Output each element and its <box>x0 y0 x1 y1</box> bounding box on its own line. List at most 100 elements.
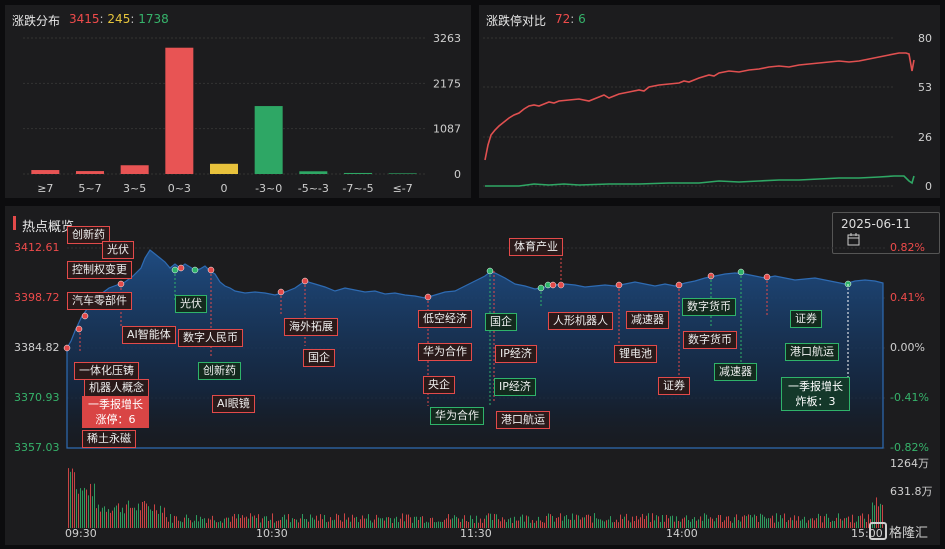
hotspot-tag[interactable]: 光伏 <box>102 241 134 259</box>
time-tick-label: 09:30 <box>65 527 97 540</box>
hotspot-tag[interactable]: 国企 <box>303 349 335 367</box>
volume-bar <box>704 513 705 528</box>
hotspot-tag[interactable]: 汽车零部件 <box>67 292 132 310</box>
hotspot-tag[interactable]: 创新药 <box>198 362 241 380</box>
callout-left[interactable]: 一季报增长 涨停：6 <box>82 396 149 428</box>
volume-bar <box>494 513 495 528</box>
volume-bar <box>492 519 493 528</box>
volume-bar <box>112 510 113 528</box>
hotspot-tag[interactable]: 港口航运 <box>496 411 550 429</box>
volume-bar <box>876 497 877 528</box>
volume-bar <box>688 520 689 528</box>
hotspot-tag[interactable]: 证券 <box>790 310 822 328</box>
hotspot-tag[interactable]: 证券 <box>658 377 690 395</box>
volume-bar <box>614 522 615 528</box>
volume-bar <box>624 516 625 528</box>
callout-right-line2: 炸板：3 <box>795 395 836 408</box>
volume-bar <box>642 513 643 528</box>
volume-bar <box>480 518 481 528</box>
volume-bar <box>882 504 883 528</box>
hotspot-tag[interactable]: 人形机器人 <box>548 312 613 330</box>
volume-bar <box>170 514 171 528</box>
volume-bar <box>534 522 535 528</box>
volume-bar <box>506 522 507 528</box>
event-dot[interactable] <box>63 344 71 352</box>
bar[interactable] <box>31 170 60 174</box>
volume-bar <box>316 515 317 528</box>
hotspot-tag[interactable]: 央企 <box>423 376 455 394</box>
hotspot-tag[interactable]: AI智能体 <box>122 326 176 344</box>
hotspot-tag[interactable]: 华为合作 <box>418 343 472 361</box>
distribution-counts: 3415: 245: 1738 <box>69 12 169 26</box>
volume-bar <box>354 517 355 528</box>
hotspot-tag[interactable]: 国企 <box>485 313 517 331</box>
bar[interactable] <box>388 173 417 174</box>
hotspot-tag[interactable]: 光伏 <box>175 295 207 313</box>
limit-y-tick-label: 80 <box>918 32 932 45</box>
hotspot-tag[interactable]: 一体化压铸 <box>74 362 139 380</box>
volume-bar <box>488 513 489 528</box>
hotspot-tag[interactable]: 创新药 <box>67 226 110 244</box>
hotspot-tag[interactable]: 控制权变更 <box>67 261 132 279</box>
hotspot-tag[interactable]: 稀土永磁 <box>82 430 136 448</box>
hotspot-tag[interactable]: AI眼镜 <box>212 395 255 413</box>
volume-bar <box>260 522 261 528</box>
event-dot[interactable] <box>177 264 185 272</box>
hotspot-tag[interactable]: 海外拓展 <box>284 318 338 336</box>
event-dot[interactable] <box>549 281 557 289</box>
volume-bar <box>626 513 627 528</box>
volume-bar <box>446 518 447 528</box>
x-tick-label: 3~5 <box>123 182 146 195</box>
hotspot-tag[interactable]: 数字货币 <box>683 331 737 349</box>
event-dot[interactable] <box>75 325 83 333</box>
volume-bar <box>880 503 881 528</box>
volume-bar <box>778 521 779 528</box>
volume-bar <box>110 512 111 528</box>
bar[interactable] <box>76 171 104 174</box>
date-picker[interactable]: 2025-06-11 <box>832 212 940 254</box>
volume-bar <box>396 516 397 528</box>
callout-right[interactable]: 一季报增长 炸板：3 <box>781 377 850 411</box>
hotspot-tag[interactable]: 体育产业 <box>509 238 563 256</box>
volume-bar <box>78 493 79 528</box>
bar[interactable] <box>120 165 149 174</box>
volume-bar <box>258 514 259 528</box>
volume-bar <box>160 505 161 528</box>
volume-bar <box>652 513 653 528</box>
time-tick-label: 10:30 <box>256 527 288 540</box>
hotspot-tag[interactable]: 华为合作 <box>430 407 484 425</box>
hotspot-tag[interactable]: 减速器 <box>626 311 669 329</box>
hotspot-tag[interactable]: 锂电池 <box>614 345 657 363</box>
hotspot-tag[interactable]: 机器人概念 <box>84 379 149 397</box>
down-count: 1738 <box>138 12 169 26</box>
volume-bar <box>612 522 613 528</box>
volume-bar <box>460 521 461 528</box>
bar[interactable] <box>299 171 328 174</box>
date-value: 2025-06-11 <box>841 217 911 231</box>
hotspot-tag[interactable]: IP经济 <box>495 345 537 363</box>
hotspot-tag[interactable]: 数字货币 <box>682 298 736 316</box>
bar[interactable] <box>344 172 372 174</box>
volume-bar <box>526 515 527 528</box>
hotspot-tag[interactable]: IP经济 <box>494 378 536 396</box>
volume-bar <box>546 515 547 528</box>
hotspot-tag[interactable]: 港口航运 <box>785 343 839 361</box>
hotspot-tag[interactable]: 低空经济 <box>418 310 472 328</box>
bar[interactable] <box>210 163 238 174</box>
volume-bar <box>764 516 765 528</box>
volume-bar <box>412 522 413 528</box>
event-dot[interactable] <box>81 312 89 320</box>
callout-left-line2: 涨停：6 <box>95 413 136 426</box>
volume-bar <box>522 514 523 528</box>
volume-bar <box>854 522 855 528</box>
event-dot[interactable] <box>191 266 199 274</box>
bar[interactable] <box>165 47 194 175</box>
volume-bar <box>742 516 743 528</box>
bar[interactable] <box>254 106 283 174</box>
volume-bar <box>794 515 795 528</box>
hotspot-tag[interactable]: 数字人民币 <box>178 329 243 347</box>
hotspot-tag[interactable]: 减速器 <box>714 363 757 381</box>
volume-bar <box>768 518 769 528</box>
volume-bar <box>782 518 783 528</box>
volume-bar <box>302 513 303 528</box>
